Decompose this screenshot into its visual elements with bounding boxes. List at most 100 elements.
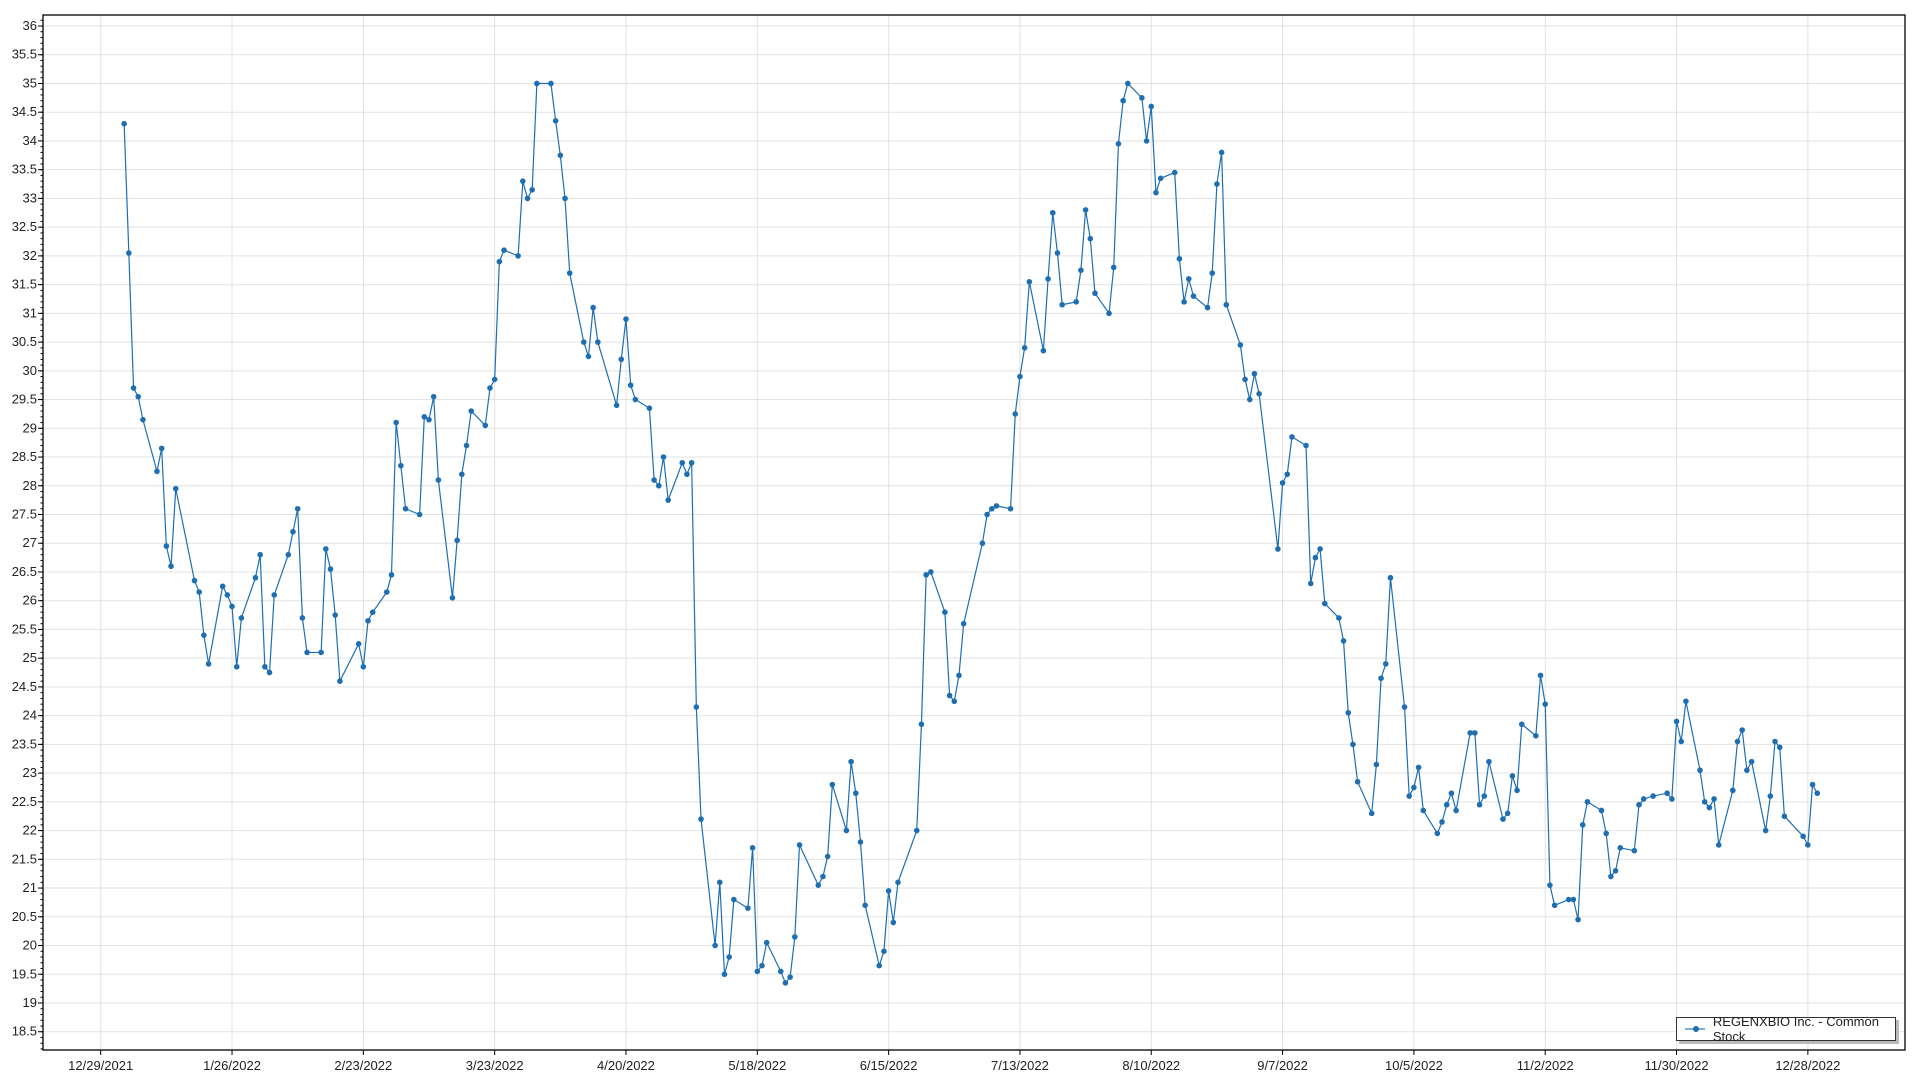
data-point (1476, 801, 1483, 808)
data-point (1382, 661, 1389, 667)
data-point (365, 618, 371, 624)
data-point (1251, 370, 1258, 377)
data-point (1683, 698, 1689, 705)
x-tick-label: 10/5/2022 (1385, 1058, 1443, 1073)
legend-label: REGENXBIO Inc. - Common Stock (1712, 1014, 1879, 1044)
y-tick-label: 24.5 (12, 679, 37, 694)
data-point (1354, 778, 1361, 785)
data-point (1073, 299, 1080, 305)
data-point (913, 827, 920, 834)
data-point (1153, 189, 1159, 196)
y-tick-label: 23.5 (12, 736, 37, 751)
data-point (815, 882, 822, 888)
y-tick-label: 25.5 (12, 621, 37, 636)
data-point (1026, 278, 1033, 285)
data-point (515, 253, 521, 259)
data-point (1106, 310, 1112, 317)
data-point (726, 954, 732, 960)
x-tick-label: 1/26/2022 (203, 1058, 261, 1073)
data-point (1744, 767, 1750, 774)
data-point (1082, 207, 1089, 213)
data-point (1542, 701, 1549, 707)
data-point (1767, 793, 1774, 799)
y-tick-label: 27.5 (12, 506, 37, 521)
data-point (566, 270, 573, 276)
data-point (1518, 721, 1525, 728)
data-point (1115, 141, 1122, 147)
data-point (1814, 790, 1821, 797)
data-point (1636, 801, 1642, 808)
data-point (172, 485, 179, 492)
y-tick-label: 30 (23, 363, 37, 378)
data-point (721, 971, 728, 978)
data-point (262, 663, 268, 670)
data-point (1143, 138, 1150, 144)
data-point (792, 934, 798, 940)
x-tick-label: 11/30/2022 (1644, 1058, 1708, 1073)
y-tick-label: 31.5 (12, 277, 37, 292)
data-point (1551, 902, 1558, 909)
data-point (1181, 299, 1187, 305)
data-point (989, 505, 995, 512)
data-point (1537, 672, 1544, 679)
data-point (299, 615, 306, 621)
data-point (355, 641, 362, 647)
data-point (388, 572, 395, 578)
y-tick-label: 32.5 (12, 219, 37, 234)
data-point (191, 577, 198, 584)
data-point (393, 419, 399, 426)
data-point (1368, 810, 1375, 817)
y-tick-label: 23 (23, 765, 37, 780)
data-point (693, 704, 700, 710)
data-point (271, 592, 278, 598)
data-point (1500, 816, 1506, 822)
data-point (121, 120, 127, 127)
series-line (123, 82, 1818, 985)
data-point (1730, 787, 1736, 794)
data-point (327, 566, 334, 572)
data-point (1739, 727, 1745, 733)
data-point (1012, 411, 1019, 417)
data-point (787, 974, 793, 980)
data-point (960, 620, 967, 627)
data-point (416, 511, 423, 518)
data-point (590, 304, 596, 311)
data-point (1087, 235, 1094, 242)
x-tick-label: 4/20/2022 (597, 1058, 655, 1073)
data-point (285, 551, 292, 558)
data-point (1781, 813, 1788, 820)
data-point (1420, 807, 1427, 814)
data-point (1486, 758, 1492, 765)
data-point (688, 459, 695, 466)
data-point (1139, 95, 1145, 101)
data-point (1448, 790, 1455, 797)
data-point (1711, 796, 1717, 802)
data-point (1256, 391, 1262, 397)
data-point (1218, 149, 1225, 156)
data-point (731, 896, 737, 903)
data-point (1049, 209, 1056, 216)
y-tick-label: 31 (23, 305, 37, 320)
data-point (224, 592, 231, 598)
data-point (1701, 799, 1708, 805)
y-tick-label: 19 (23, 995, 37, 1010)
data-point (993, 503, 1000, 509)
data-point (1336, 615, 1342, 621)
x-tick-label: 7/13/2022 (991, 1058, 1049, 1073)
x-tick-label: 12/28/2022 (1775, 1058, 1840, 1073)
data-point (1664, 790, 1670, 797)
data-point (1125, 80, 1131, 87)
data-point (1772, 738, 1778, 745)
data-point (759, 962, 765, 969)
data-point (763, 939, 770, 946)
data-point (1110, 264, 1117, 271)
data-point (1007, 505, 1014, 512)
data-point (632, 396, 639, 403)
data-point (360, 663, 367, 670)
data-point (402, 505, 409, 512)
data-point (1045, 276, 1051, 282)
data-point (895, 879, 901, 886)
y-tick-label: 35.5 (12, 47, 37, 62)
data-point (459, 471, 465, 478)
data-point (1805, 842, 1811, 848)
